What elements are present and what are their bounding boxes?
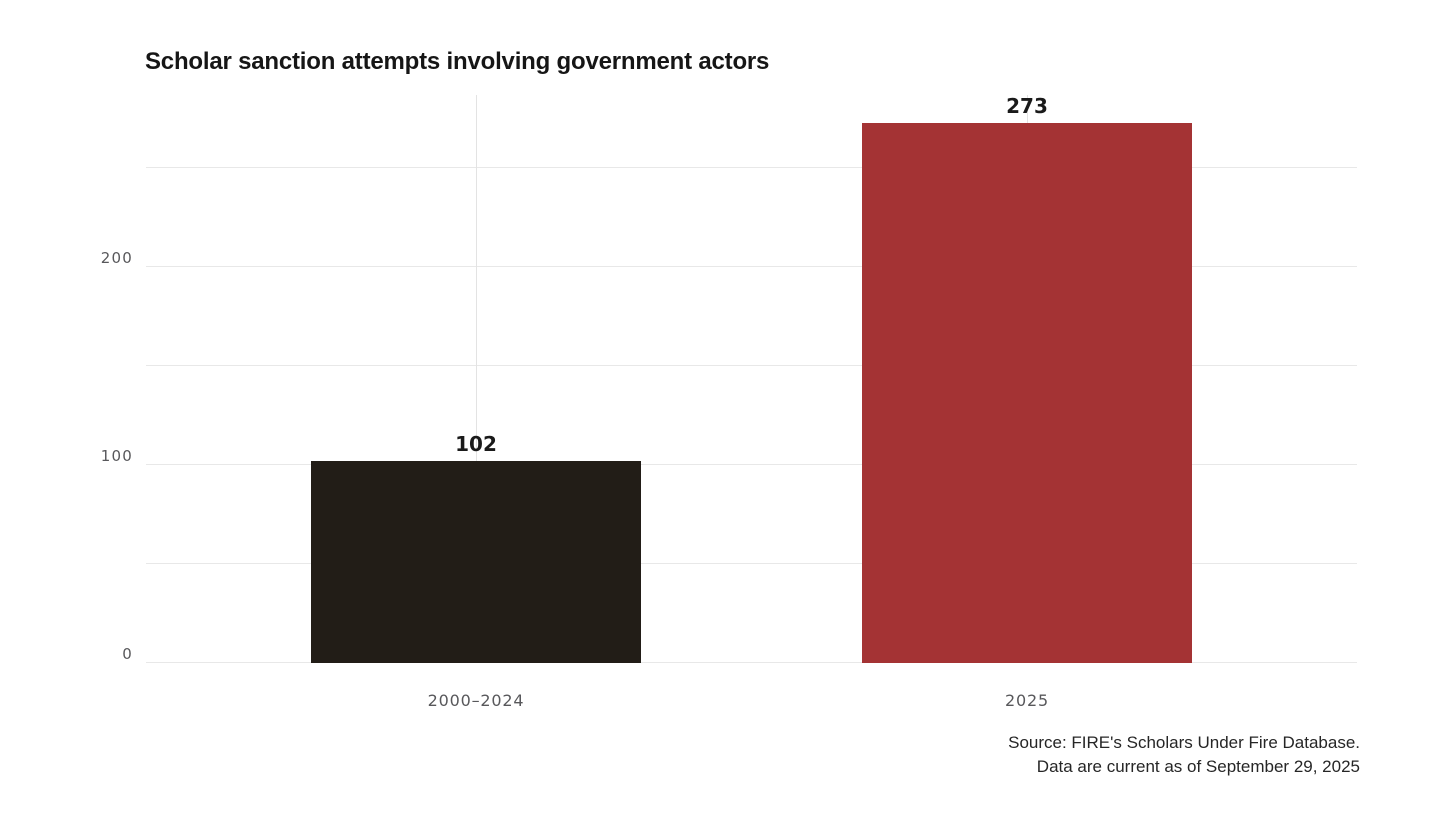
- x-tick-label-2025: 2025: [1005, 691, 1049, 710]
- y-tick-label-0: 0: [122, 645, 133, 663]
- y-gridline-250: [146, 167, 1357, 169]
- source-line-1: Source: FIRE's Scholars Under Fire Datab…: [1008, 733, 1360, 752]
- x-gridline-1: [475, 95, 477, 663]
- y-gridline-50: [146, 563, 1357, 565]
- bar-value-label-2025: 273: [1006, 93, 1048, 118]
- y-gridline-0: [146, 662, 1357, 663]
- plot-area: 102 2000–2024 273 2025 0 100 200: [101, 93, 1357, 710]
- bar-2025: [862, 122, 1192, 663]
- bar-value-label-2000–2024: 102: [455, 432, 497, 457]
- source-note: Source: FIRE's Scholars Under Fire Datab…: [1008, 731, 1360, 778]
- y-gridline-200: [146, 266, 1357, 268]
- bar-2000–2024: [310, 461, 641, 663]
- x-tick-label-2000–2024: 2000–2024: [427, 691, 525, 710]
- source-line-2: Data are current as of September 29, 202…: [1036, 756, 1360, 776]
- y-gridline-100: [146, 464, 1357, 466]
- y-tick-label-100: 100: [100, 447, 133, 466]
- y-gridline-150: [146, 365, 1357, 367]
- y-tick-label-200: 200: [100, 249, 133, 268]
- chart-title: Scholar sanction attempts involving gove…: [145, 48, 770, 75]
